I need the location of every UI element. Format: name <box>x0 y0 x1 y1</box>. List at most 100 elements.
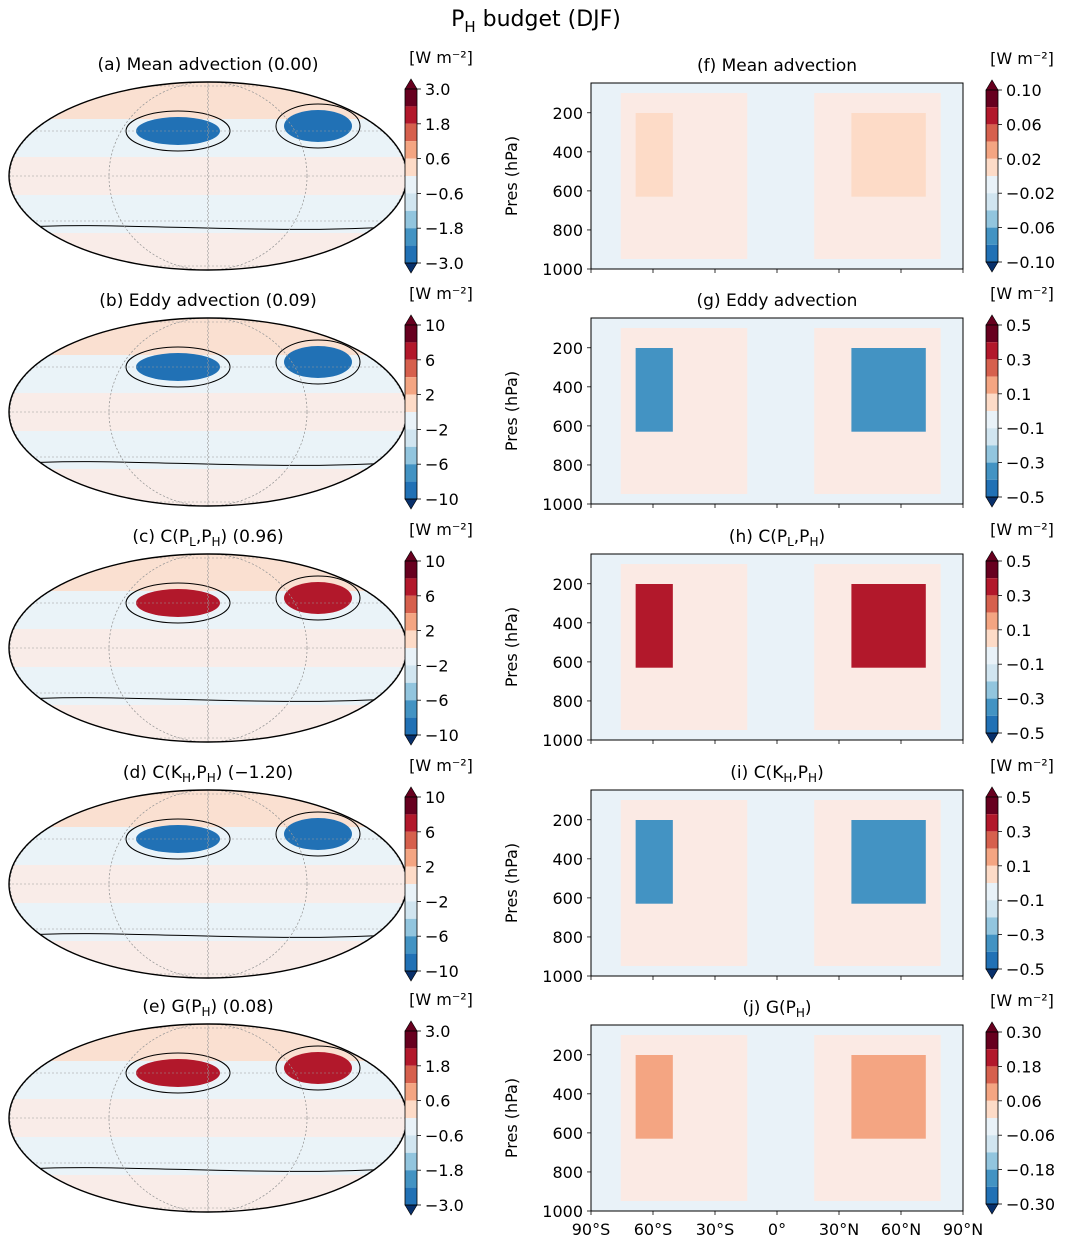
contour-line <box>275 103 361 149</box>
contour-line <box>12 933 404 938</box>
colorbar-segment <box>986 814 998 832</box>
colorbar-tick-label: −0.6 <box>425 1126 464 1145</box>
colorbar-tick-label: 6 <box>425 587 435 606</box>
colorbar-tick-label: 0.5 <box>1006 788 1031 807</box>
colorbar-segment <box>986 176 998 194</box>
colorbar-segment <box>986 1032 998 1050</box>
colorbar-segment <box>986 681 998 699</box>
colorbar-tick-label: 0.5 <box>1006 552 1031 571</box>
colorbar-tick-label: −0.5 <box>1006 724 1045 743</box>
graticule-lon <box>108 1024 308 1212</box>
contour-line <box>275 575 361 621</box>
colorbar-segment <box>986 1100 998 1118</box>
y-tick-label: 200 <box>552 1046 583 1065</box>
y-axis-label: Pres (hPa) <box>502 1078 521 1158</box>
y-tick-label: 600 <box>552 653 583 672</box>
colorbar-segment <box>986 1066 998 1084</box>
colorbar-tick-label: −2 <box>425 420 449 439</box>
colorbar-extend-max <box>404 1020 418 1032</box>
x-tick-label: 30°N <box>819 1220 859 1239</box>
colorbar-segment <box>986 124 998 142</box>
contour-line <box>12 225 404 230</box>
colorbar-frame <box>985 796 999 970</box>
colorbar-segment <box>405 831 417 850</box>
colorbar-tick-label: −0.1 <box>1006 891 1045 910</box>
storm-track-atlantic <box>284 818 352 850</box>
colorbar-segment <box>405 665 417 683</box>
panel-f: (f) Mean advection 200 400 600 800 1000 Pres (… <box>502 49 1055 279</box>
colorbar-extend-max <box>404 786 418 798</box>
colorbar-tick-label: 0.3 <box>1006 350 1031 369</box>
y-tick-label: 800 <box>552 1163 583 1182</box>
colorbar-segment <box>405 1065 417 1084</box>
colorbar-segment <box>405 936 417 954</box>
colorbar-segment <box>405 429 417 447</box>
colorbar-tick-label: 0.6 <box>425 150 450 169</box>
colorbar-segment <box>986 325 998 343</box>
panel-title-j: (j) G(PH) <box>742 998 811 1020</box>
colorbar-tick-label: 2 <box>425 858 435 877</box>
colorbar-segment <box>986 883 998 901</box>
storm-track-atlantic <box>284 1052 352 1084</box>
colorbar-extend-min <box>985 496 999 508</box>
colorbar-tick-label: 0.06 <box>1006 115 1042 134</box>
colorbar-segment <box>986 1152 998 1170</box>
x-tick-label: 60°N <box>881 1220 921 1239</box>
colorbar-tick-label: 0.5 <box>1006 316 1031 335</box>
y-axis-label: Pres (hPa) <box>502 136 521 216</box>
y-tick-label: 1000 <box>542 1202 583 1221</box>
colorbar-tick-label: 0.3 <box>1006 586 1031 605</box>
colorbar-tick-label: 3.0 <box>425 1022 450 1041</box>
colorbar-segment <box>986 158 998 176</box>
panel-title-d: (d) C(KH,PH) (−1.20) <box>123 763 293 785</box>
colorbar-tick-label: −10 <box>425 490 459 509</box>
storm-track-atlantic <box>284 582 352 614</box>
x-tick-label: 90°S <box>572 1220 611 1239</box>
colorbar-segment <box>986 359 998 377</box>
colorbar-segment <box>405 1135 417 1153</box>
colorbar-extend-max <box>985 314 999 326</box>
field-maximum-sh <box>635 584 673 668</box>
colorbar-extend-min <box>985 968 999 980</box>
colorbar-tick-label: 3.0 <box>425 80 450 99</box>
colorbar-segment <box>986 479 998 497</box>
colorbar-frame <box>985 560 999 734</box>
colorbar-segment <box>405 849 417 867</box>
colorbar-segment <box>405 1100 417 1118</box>
colorbar-tick-label: 0.3 <box>1006 822 1031 841</box>
colorbar-tick-label: 0.06 <box>1006 1092 1042 1111</box>
contour-line <box>12 697 404 702</box>
colorbar-segment <box>986 193 998 211</box>
colorbar-segment <box>405 342 417 360</box>
colorbar-unit-label: [W m⁻²] <box>409 284 473 303</box>
colorbar-tick-label: −1.8 <box>425 1161 464 1180</box>
y-tick-label: 400 <box>552 378 583 397</box>
colorbar-frame <box>404 796 418 972</box>
colorbar-frame <box>404 1030 418 1206</box>
colorbar-tick-label: −0.18 <box>1006 1161 1055 1180</box>
colorbar-segment <box>986 612 998 630</box>
colorbar-extend-min <box>404 734 418 746</box>
colorbar-tick-label: 6 <box>425 351 435 370</box>
colorbar-tick-label: −1.8 <box>425 219 464 238</box>
figure-title: PH budget (DJF) <box>451 7 621 36</box>
colorbar-extend-max <box>985 79 999 91</box>
colorbar-tick-label: −6 <box>425 927 449 946</box>
panel-title-i: (i) C(KH,PH) <box>730 763 823 785</box>
colorbar-tick-label: −0.6 <box>425 184 464 203</box>
y-tick-label: 1000 <box>542 731 583 750</box>
colorbar-segment <box>986 462 998 480</box>
y-tick-label: 800 <box>552 456 583 475</box>
colorbar-tick-label: 0.30 <box>1006 1023 1042 1042</box>
colorbar-tick-label: 2 <box>425 622 435 641</box>
field-maximum-nh <box>851 113 926 197</box>
colorbar-segment <box>986 244 998 262</box>
x-tick-label: 90°N <box>943 1220 983 1239</box>
colorbar-segment <box>405 158 417 176</box>
colorbar-segment <box>986 393 998 411</box>
colorbar-segment <box>986 90 998 108</box>
colorbar-tick-label: 10 <box>425 552 445 571</box>
colorbar-segment <box>986 1186 998 1204</box>
colorbar-segment <box>405 89 417 107</box>
